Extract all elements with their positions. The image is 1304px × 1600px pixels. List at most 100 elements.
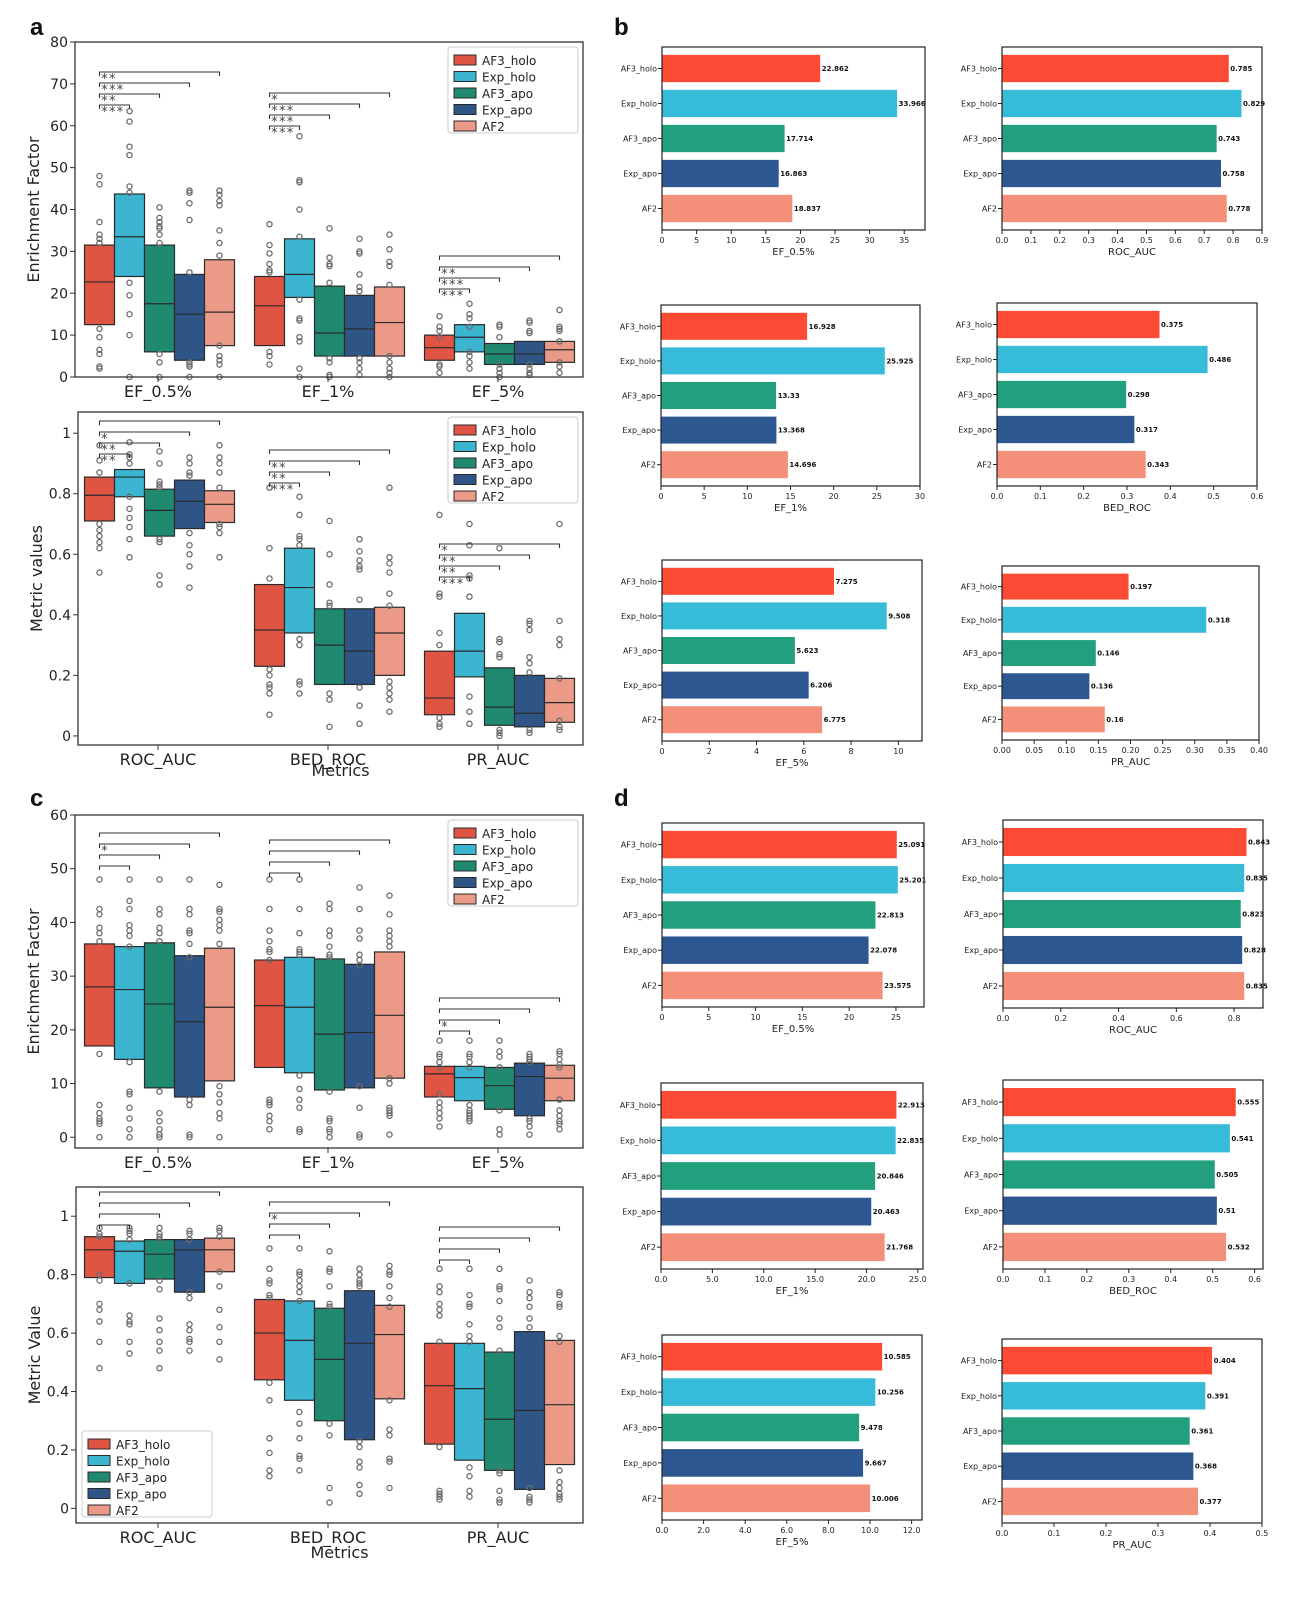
outlier-point bbox=[386, 352, 393, 360]
outlier-point bbox=[386, 1109, 393, 1117]
outlier-point bbox=[186, 1134, 193, 1141]
outlier-point bbox=[436, 323, 443, 330]
y-tick-label: 0.4 bbox=[49, 608, 71, 624]
box-Exp_holo bbox=[453, 612, 486, 678]
box-Exp_holo bbox=[113, 945, 146, 1060]
bar-AF3_holo bbox=[1003, 827, 1247, 857]
outlier-point bbox=[496, 1064, 503, 1071]
box-AF3_holo bbox=[253, 583, 286, 667]
outlier-point bbox=[156, 350, 163, 358]
barchart-b3: 16.928 AF3_holo 25.925 Exp_holo 13.33 AF3_apo… bbox=[620, 304, 925, 514]
outlier-point bbox=[126, 876, 133, 883]
outlier-point bbox=[156, 1277, 163, 1284]
outlier-point bbox=[156, 924, 163, 932]
x-axis-label: EF_1% bbox=[774, 503, 807, 514]
outlier-point bbox=[216, 1356, 223, 1363]
outlier-point bbox=[556, 325, 563, 333]
legend-swatch-Exp_apo bbox=[453, 104, 477, 115]
y-tick-label: AF3_holo bbox=[961, 1357, 997, 1366]
outlier-point bbox=[436, 1496, 443, 1503]
x-axis-label: Metrics bbox=[310, 1543, 368, 1562]
outlier-point bbox=[356, 359, 363, 366]
outlier-point bbox=[186, 905, 193, 913]
outlier-point bbox=[266, 544, 273, 552]
legend-swatch-AF2 bbox=[87, 1504, 111, 1516]
outlier-point bbox=[556, 1478, 563, 1486]
y-tick-label: Exp_holo bbox=[621, 612, 657, 621]
barchart-d4: 0.555 AF3_holo 0.541 Exp_holo 0.505 AF3_apo 0.… bbox=[962, 1079, 1264, 1297]
x-tick-label: 0.6 bbox=[1248, 1275, 1261, 1284]
box-Exp_apo bbox=[343, 963, 376, 1089]
box-Exp_apo bbox=[173, 955, 206, 1098]
outlier-point bbox=[556, 675, 563, 682]
significance-label: *** bbox=[441, 289, 464, 304]
x-axis-label: PR_AUC bbox=[1111, 757, 1150, 768]
bar-AF3_apo bbox=[1002, 1417, 1190, 1445]
outlier-point bbox=[216, 1268, 223, 1275]
outlier-point bbox=[96, 365, 103, 372]
outlier-point bbox=[126, 1058, 133, 1066]
outlier-point bbox=[386, 602, 393, 609]
outlier-point bbox=[326, 354, 333, 362]
outlier-point bbox=[296, 315, 303, 322]
barchart-b2: 0.785 AF3_holo 0.829 Exp_holo 0.743 AF3_apo 0.… bbox=[961, 46, 1268, 258]
outlier-point bbox=[126, 1125, 133, 1133]
y-tick-label: AF2 bbox=[977, 461, 992, 470]
y-tick-label: 40 bbox=[50, 915, 68, 931]
y-tick-label: Exp_apo bbox=[963, 682, 997, 691]
x-tick-label: 0.3 bbox=[1122, 1275, 1135, 1284]
y-tick-label: 0.4 bbox=[47, 1385, 69, 1401]
box-AF2 bbox=[203, 1237, 236, 1273]
bar-value-label: 0.532 bbox=[1228, 1243, 1250, 1251]
box-AF3_holo bbox=[423, 650, 456, 716]
outlier-point bbox=[356, 354, 363, 362]
outlier-point bbox=[326, 905, 333, 913]
outlier-point bbox=[186, 927, 193, 934]
outlier-point bbox=[216, 1082, 223, 1090]
bar-AF2 bbox=[997, 450, 1146, 479]
outlier-point bbox=[96, 1364, 103, 1372]
x-tick-label: 25 bbox=[830, 236, 840, 245]
bar-AF3_apo bbox=[662, 637, 795, 664]
bar-value-label: 16.863 bbox=[780, 170, 807, 178]
bar-Exp_apo bbox=[661, 416, 777, 444]
outlier-point bbox=[496, 653, 503, 661]
box-AF2 bbox=[543, 1064, 576, 1102]
bar-value-label: 0.16 bbox=[1106, 716, 1123, 724]
x-axis-label: PR_AUC bbox=[1112, 1540, 1151, 1551]
outlier-point bbox=[96, 1233, 103, 1240]
box-Exp_holo bbox=[283, 1300, 316, 1401]
x-tick-label: 25 bbox=[872, 492, 882, 501]
plot-frame bbox=[660, 304, 921, 487]
outlier-point bbox=[266, 1280, 273, 1287]
bar-value-label: 14.696 bbox=[789, 461, 816, 469]
outlier-point bbox=[556, 1291, 563, 1299]
x-tick-label: 0.40 bbox=[1250, 746, 1268, 755]
outlier-point bbox=[96, 526, 103, 534]
outlier-point bbox=[186, 584, 193, 591]
x-axis-label: Metrics bbox=[311, 761, 369, 780]
legend-label: AF2 bbox=[482, 490, 505, 504]
significance-bracket bbox=[268, 1223, 331, 1228]
outlier-point bbox=[266, 1112, 273, 1120]
bar-AF3_apo bbox=[661, 1162, 876, 1190]
y-tick-label: AF2 bbox=[982, 205, 997, 214]
outlier-point bbox=[496, 1347, 503, 1354]
significance-bracket bbox=[98, 854, 161, 859]
box-AF2 bbox=[373, 1304, 406, 1400]
outlier-point bbox=[386, 932, 393, 940]
significance-bracket bbox=[268, 850, 361, 855]
significance-bracket bbox=[98, 431, 191, 436]
outlier-point bbox=[386, 262, 393, 270]
bar-value-label: 6.206 bbox=[810, 682, 832, 690]
legend-frame bbox=[447, 416, 579, 504]
outlier-point bbox=[266, 684, 273, 691]
y-tick-label: AF3_apo bbox=[623, 647, 657, 656]
outlier-point bbox=[496, 650, 503, 658]
x-tick-label: 0 bbox=[659, 236, 664, 245]
outlier-point bbox=[216, 484, 223, 491]
outlier-point bbox=[186, 911, 193, 918]
outlier-point bbox=[386, 231, 393, 238]
outlier-point bbox=[386, 937, 393, 945]
outlier-point bbox=[386, 927, 393, 934]
